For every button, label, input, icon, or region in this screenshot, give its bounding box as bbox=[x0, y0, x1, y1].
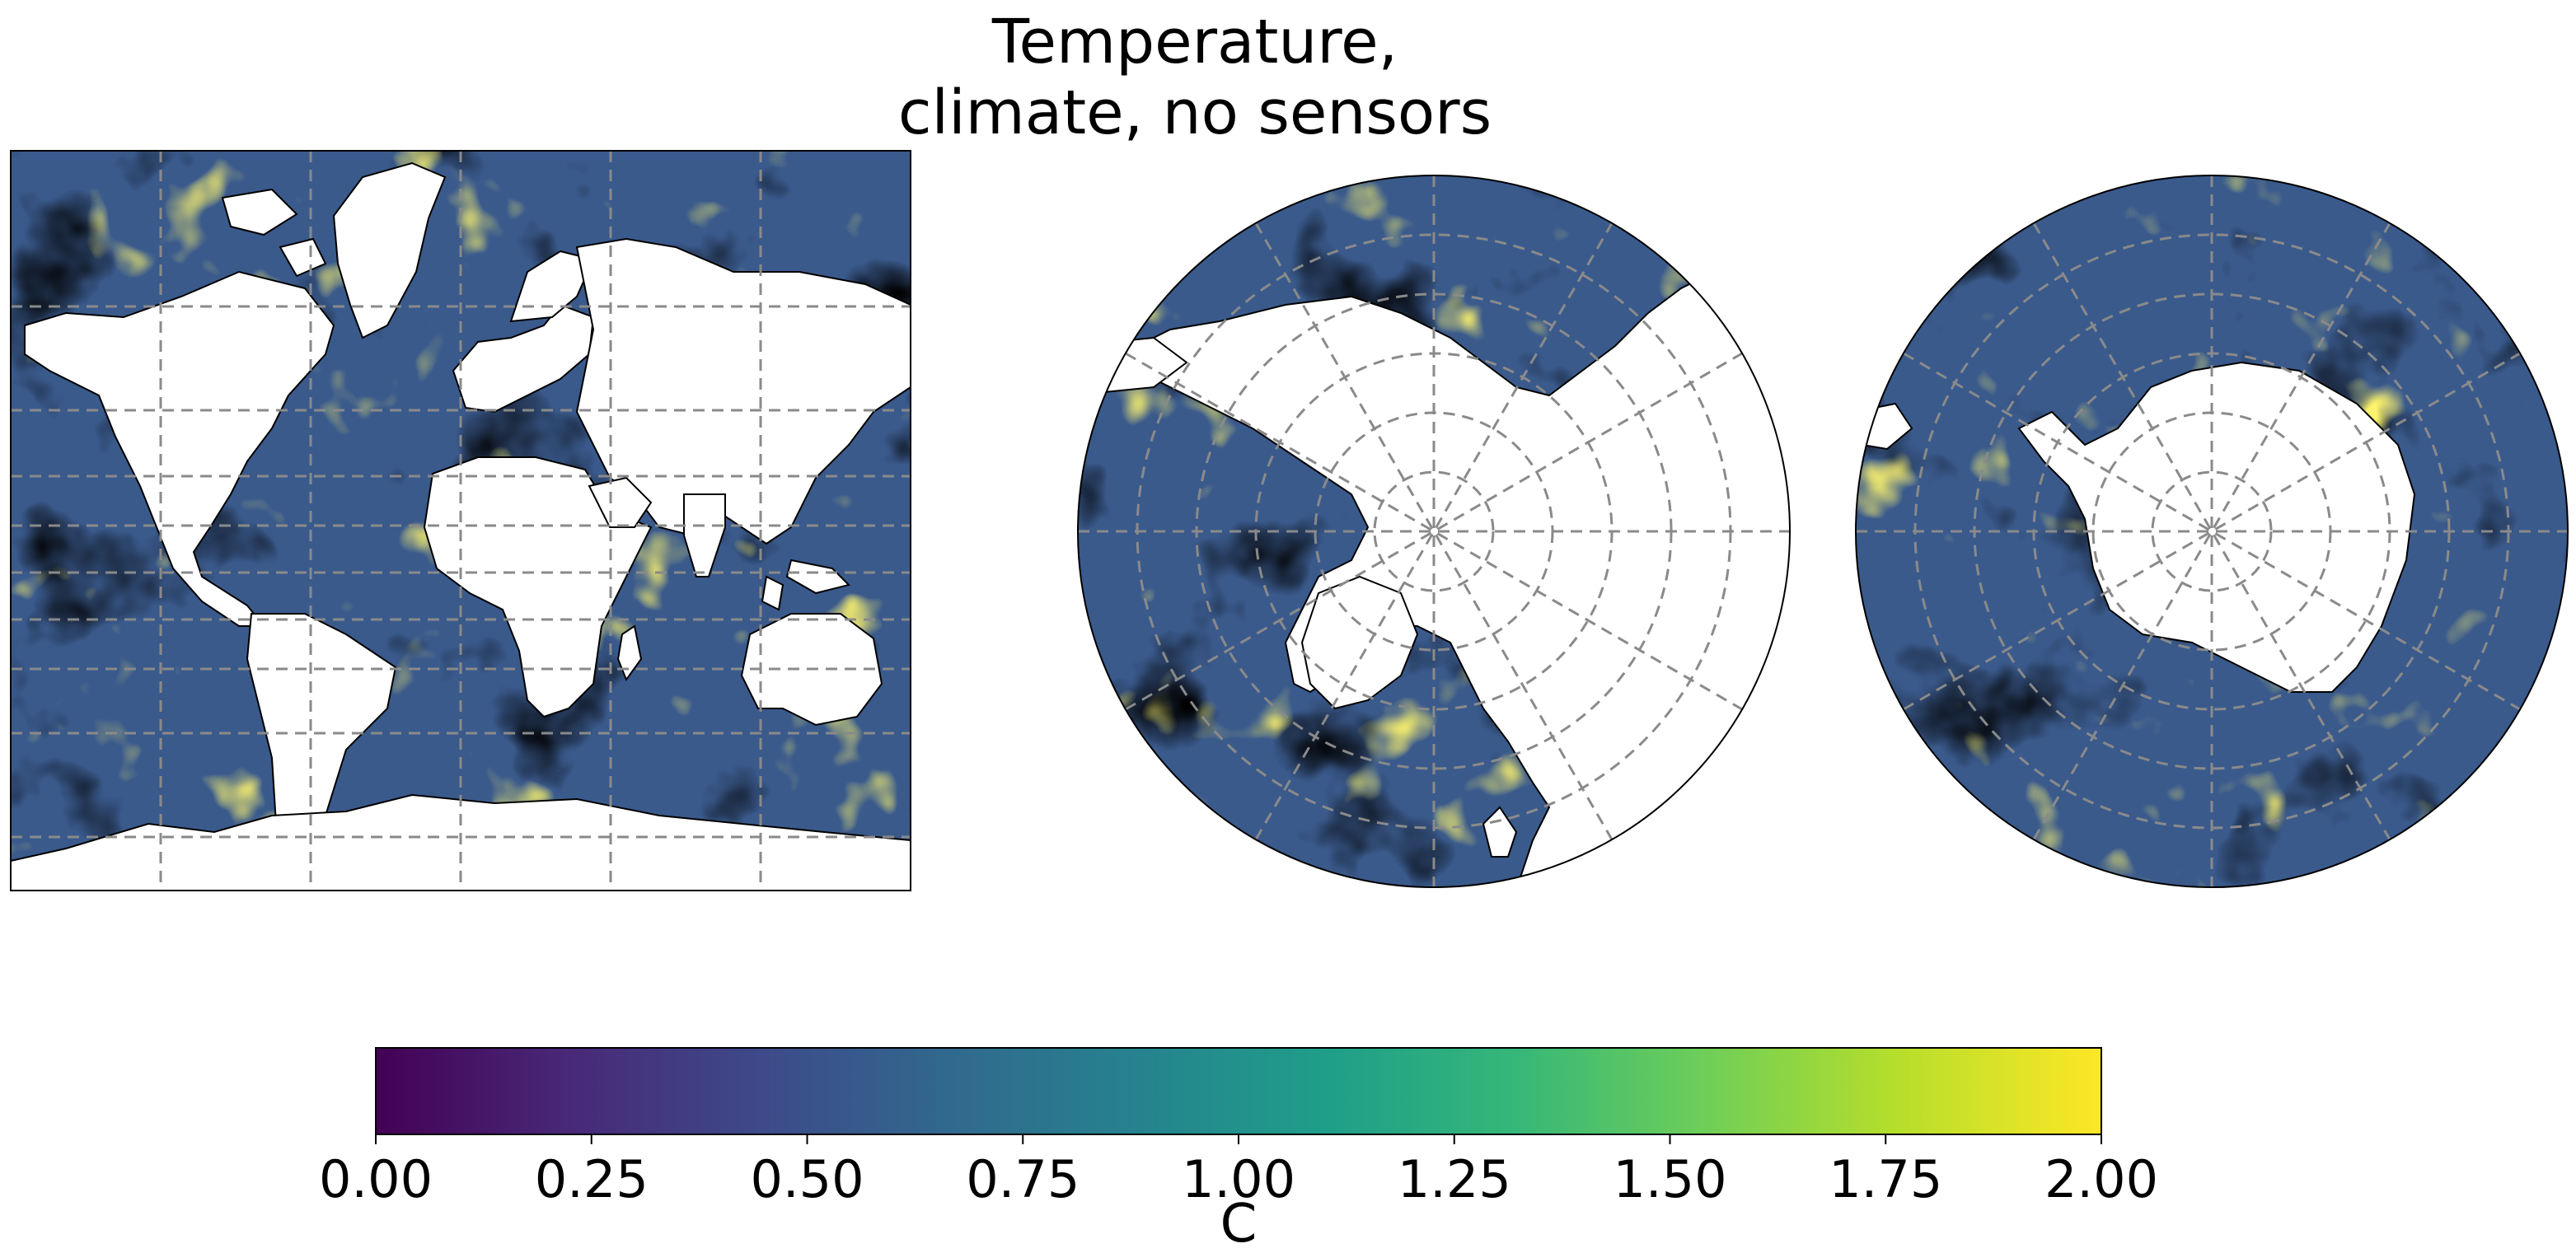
colorbar-ticks: 0.00 0.25 0.50 0.75 1.00 1.25 1.50 1.75 2.00 bbox=[319, 1134, 2158, 1209]
mercator-world-map bbox=[10, 150, 911, 891]
colorbar-tick-label: 1.00 bbox=[1182, 1149, 1295, 1209]
colorbar-tick-label: 1.50 bbox=[1613, 1149, 1726, 1209]
colorbar: 0.00 0.25 0.50 0.75 1.00 1.25 1.50 1.75 2.00 C bbox=[319, 1047, 2158, 1253]
colorbar-tick-label: 2.00 bbox=[2044, 1149, 2158, 1209]
mercator-frame bbox=[10, 150, 911, 891]
colorbar-tick-label: 0.50 bbox=[750, 1149, 864, 1209]
colorbar-tick-label: 1.25 bbox=[1398, 1149, 1511, 1209]
figure-title: Temperature, climate, no sensors bbox=[0, 7, 2390, 148]
graticule bbox=[1078, 175, 1790, 887]
north-polar-map bbox=[1077, 175, 1791, 888]
graticule bbox=[1856, 175, 2568, 887]
colorbar-gradient bbox=[375, 1047, 2102, 1135]
colorbar-label: C bbox=[1220, 1194, 1258, 1253]
colorbar-tick-label: 0.00 bbox=[319, 1149, 433, 1209]
land-masses bbox=[11, 161, 911, 891]
colorbar-tick-label: 0.25 bbox=[535, 1149, 649, 1209]
colorbar-tick-label: 1.75 bbox=[1829, 1149, 1942, 1209]
south-polar-frame bbox=[1855, 175, 2569, 888]
graticule bbox=[11, 151, 911, 891]
figure-title-line-1: Temperature, bbox=[991, 7, 1398, 77]
figure-title-line-2: climate, no sensors bbox=[897, 77, 1492, 148]
colorbar-tick-label: 0.75 bbox=[966, 1149, 1080, 1209]
south-polar-map bbox=[1855, 175, 2569, 888]
north-polar-frame bbox=[1077, 175, 1791, 888]
